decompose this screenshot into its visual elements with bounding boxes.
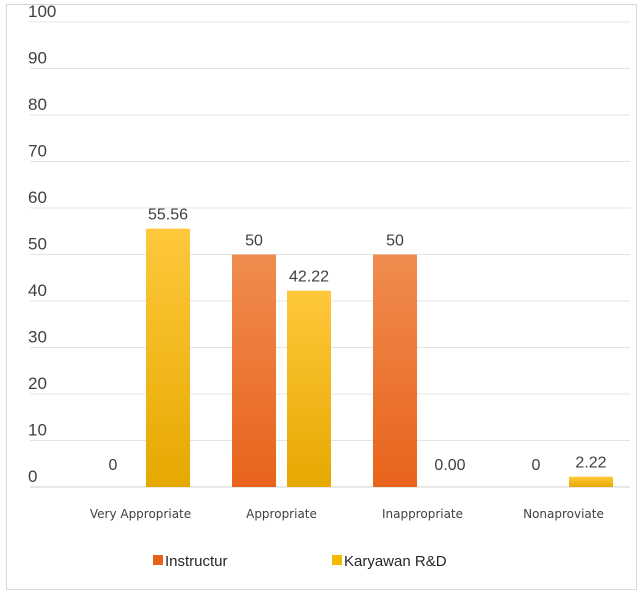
x-tick-label: Inappropriate — [382, 507, 463, 521]
y-tick-label: 100 — [28, 2, 56, 21]
data-label: 2.22 — [575, 455, 606, 472]
y-tick-label: 90 — [28, 49, 47, 68]
y-tick-label: 20 — [28, 374, 47, 393]
data-label: 0.00 — [434, 457, 465, 474]
x-tick-label: Very Appropriate — [90, 507, 191, 521]
data-labels: 0 55.56 50 42.22 50 0.00 0 2.22 — [109, 207, 607, 474]
bar-karyawan-0 — [146, 228, 190, 487]
data-label: 55.56 — [148, 207, 188, 224]
y-tick-label: 40 — [28, 281, 47, 300]
data-label: 0 — [109, 457, 118, 474]
data-label: 50 — [386, 233, 404, 250]
y-tick-label: 50 — [28, 235, 47, 254]
bar-karyawan-1 — [287, 290, 331, 487]
bar-karyawan-3 — [569, 476, 613, 487]
x-axis-ticks: Very Appropriate Appropriate Inappropriate… — [90, 507, 604, 521]
bar-instructur-2 — [373, 254, 417, 487]
data-label: 0 — [532, 457, 541, 474]
legend: Instructur Karyawan R&D — [153, 553, 447, 570]
data-label: 50 — [245, 233, 263, 250]
y-axis-ticks: 0 10 20 30 40 50 60 70 80 90 100 — [28, 2, 56, 486]
data-label: 42.22 — [289, 269, 329, 286]
y-tick-label: 30 — [28, 328, 47, 347]
bar-instructur-1 — [232, 254, 276, 487]
legend-label: Karyawan R&D — [344, 553, 447, 570]
gridlines — [30, 21, 630, 488]
y-tick-label: 0 — [28, 467, 37, 486]
y-tick-label: 60 — [28, 188, 47, 207]
y-tick-label: 70 — [28, 142, 47, 161]
y-tick-label: 10 — [28, 421, 47, 440]
x-tick-label: Nonaproviate — [523, 507, 604, 521]
bars — [146, 228, 613, 487]
x-tick-label: Appropriate — [246, 507, 317, 521]
legend-swatch-instructur — [153, 555, 163, 565]
legend-swatch-karyawan — [332, 555, 342, 565]
legend-label: Instructur — [165, 553, 228, 570]
y-tick-label: 80 — [28, 95, 47, 114]
